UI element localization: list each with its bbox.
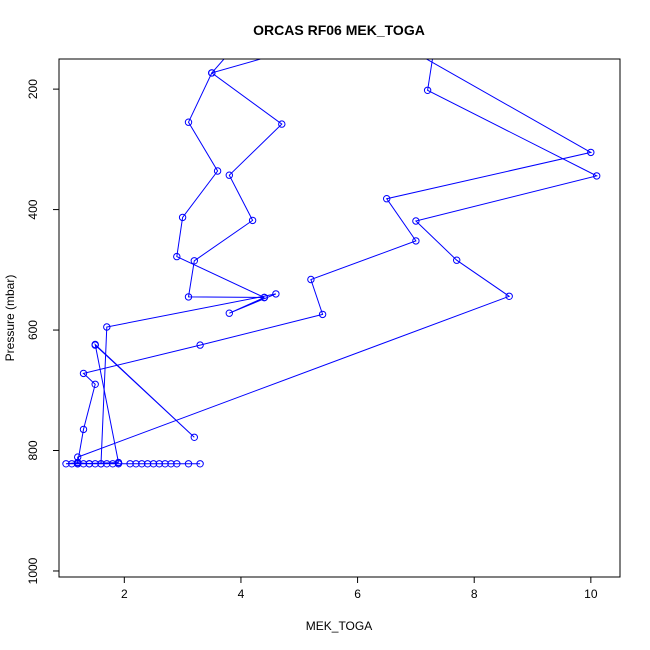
x-tick-label: 2	[121, 587, 128, 601]
data-point	[178, 213, 187, 222]
data-point	[103, 323, 111, 331]
data-point	[225, 309, 234, 317]
series-1	[62, 59, 601, 468]
x-axis-label: MEK_TOGA	[306, 619, 372, 633]
series-layer	[62, 59, 601, 468]
series-line	[100, 59, 283, 464]
y-tick-label: 600	[26, 320, 40, 340]
data-point	[173, 252, 181, 261]
data-point	[138, 460, 146, 468]
y-tick-label: 800	[26, 440, 40, 460]
data-point	[184, 460, 193, 468]
y-tick-label: 200	[26, 79, 40, 99]
chart-title: ORCAS RF06 MEK_TOGA	[253, 22, 425, 38]
data-point	[383, 195, 391, 203]
series-3	[91, 340, 199, 467]
data-point	[173, 460, 181, 468]
data-point	[184, 293, 193, 301]
data-point	[248, 216, 257, 225]
data-point	[62, 460, 70, 468]
data-point	[91, 460, 99, 468]
data-point	[260, 293, 268, 302]
series-5	[173, 59, 268, 302]
data-point	[97, 460, 105, 468]
data-point	[225, 171, 234, 179]
x-tick-label: 10	[584, 587, 598, 601]
data-point	[91, 380, 99, 388]
series-line	[94, 343, 195, 463]
data-point	[196, 341, 204, 349]
data-point	[190, 433, 199, 441]
y-tick-label: 400	[26, 199, 40, 219]
data-point	[412, 217, 420, 225]
x-tick-label: 8	[471, 587, 478, 601]
data-point	[91, 341, 99, 349]
y-tick-label: 1000	[26, 557, 40, 584]
data-point	[149, 460, 158, 468]
data-point	[505, 292, 513, 300]
data-point	[161, 460, 169, 468]
x-axis: 2 4 6 8 10	[121, 576, 598, 601]
data-point	[184, 118, 193, 126]
data-point	[423, 86, 432, 95]
data-point	[167, 460, 175, 468]
data-point	[126, 460, 134, 468]
data-point	[85, 460, 94, 468]
data-point	[587, 148, 595, 157]
data-point	[74, 458, 82, 467]
data-point	[593, 172, 601, 180]
y-axis-label: Pressure (mbar)	[3, 275, 17, 362]
series-line	[176, 59, 265, 298]
data-point	[196, 460, 204, 468]
data-point	[272, 290, 280, 298]
data-point	[213, 167, 222, 175]
data-point	[79, 369, 88, 378]
y-axis: 200 400 600 800 1000	[26, 79, 60, 584]
data-point	[453, 256, 461, 264]
x-tick-label: 6	[354, 587, 361, 601]
data-point	[143, 460, 152, 468]
data-point	[278, 120, 286, 128]
data-point	[190, 257, 199, 265]
data-point	[114, 458, 123, 467]
x-tick-label: 4	[238, 587, 245, 601]
data-point	[79, 425, 88, 434]
series-2	[74, 59, 595, 467]
data-point	[132, 460, 140, 468]
data-point	[208, 69, 216, 77]
series-line	[77, 59, 593, 463]
data-point	[155, 460, 164, 468]
data-point	[307, 275, 315, 284]
data-point	[318, 310, 327, 319]
data-point	[103, 460, 111, 468]
data-point	[412, 237, 420, 245]
